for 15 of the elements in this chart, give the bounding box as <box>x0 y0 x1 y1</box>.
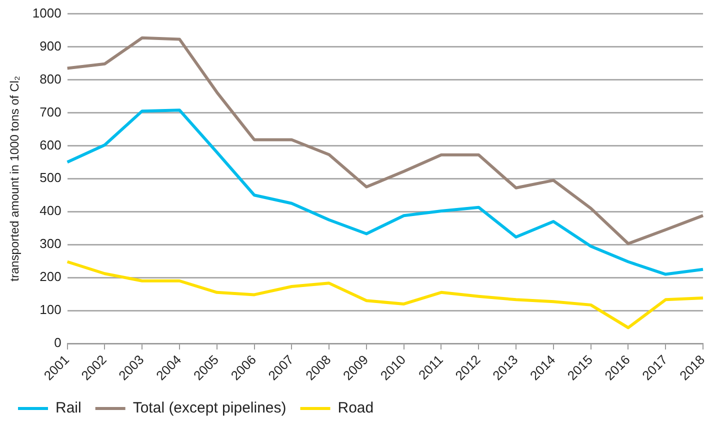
y-tick-label: 0 <box>54 335 62 350</box>
y-axis-title: transported amount in 1000 tons of Cl₂ <box>8 76 22 282</box>
y-tick-label: 700 <box>40 104 62 120</box>
y-tick-label: 800 <box>40 71 62 86</box>
legend-label: Rail <box>56 400 82 417</box>
y-tick-label: 1000 <box>32 5 62 20</box>
legend-label: Road <box>338 400 374 417</box>
y-tick-label: 200 <box>40 269 62 284</box>
y-tick-label: 300 <box>40 236 62 252</box>
y-tick-label: 100 <box>40 302 62 318</box>
y-tick-label: 600 <box>40 137 62 152</box>
y-tick-label: 900 <box>40 38 62 54</box>
y-tick-label: 500 <box>40 170 62 186</box>
legend-label: Total (except pipelines) <box>132 400 286 417</box>
y-tick-label: 400 <box>40 203 62 218</box>
